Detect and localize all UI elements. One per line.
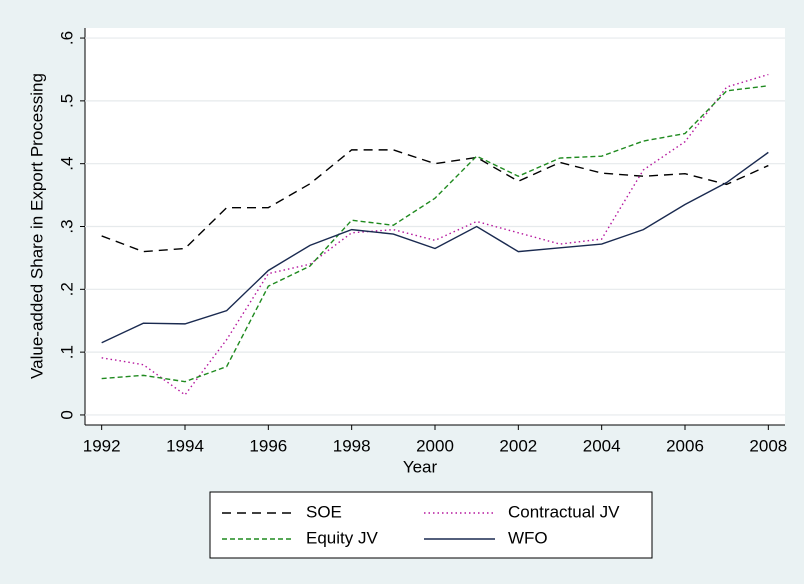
y-axis-title: Value-added Share in Export Processing (27, 73, 46, 379)
y-tick-label: .1 (57, 345, 76, 359)
series-line (101, 73, 769, 396)
y-tick-label: .5 (57, 94, 76, 108)
y-tick-label: .6 (57, 31, 76, 45)
x-tick-label: 2008 (749, 436, 787, 455)
legend-box (209, 491, 653, 559)
x-tick-label: 1992 (83, 436, 121, 455)
legend-label: Equity JV (306, 528, 378, 547)
x-tick-label: 2000 (416, 436, 454, 455)
x-tick-label: 1996 (249, 436, 287, 455)
y-tick-label: .4 (57, 157, 76, 171)
series-line (101, 85, 769, 383)
y-tick-label: .2 (57, 282, 76, 296)
x-tick-label: 1998 (333, 436, 371, 455)
legend-label: WFO (508, 528, 548, 547)
x-tick-label: 1994 (166, 436, 204, 455)
series-line (101, 151, 769, 344)
x-tick-label: 2004 (583, 436, 621, 455)
legend-label: Contractual JV (508, 502, 620, 521)
x-tick-label: 2002 (499, 436, 537, 455)
y-tick-label: .3 (57, 219, 76, 233)
legend-label: SOE (306, 502, 342, 521)
series-line (101, 149, 769, 253)
y-tick-label: 0 (57, 410, 76, 419)
x-axis-title: Year (403, 457, 438, 476)
x-tick-label: 2006 (666, 436, 704, 455)
